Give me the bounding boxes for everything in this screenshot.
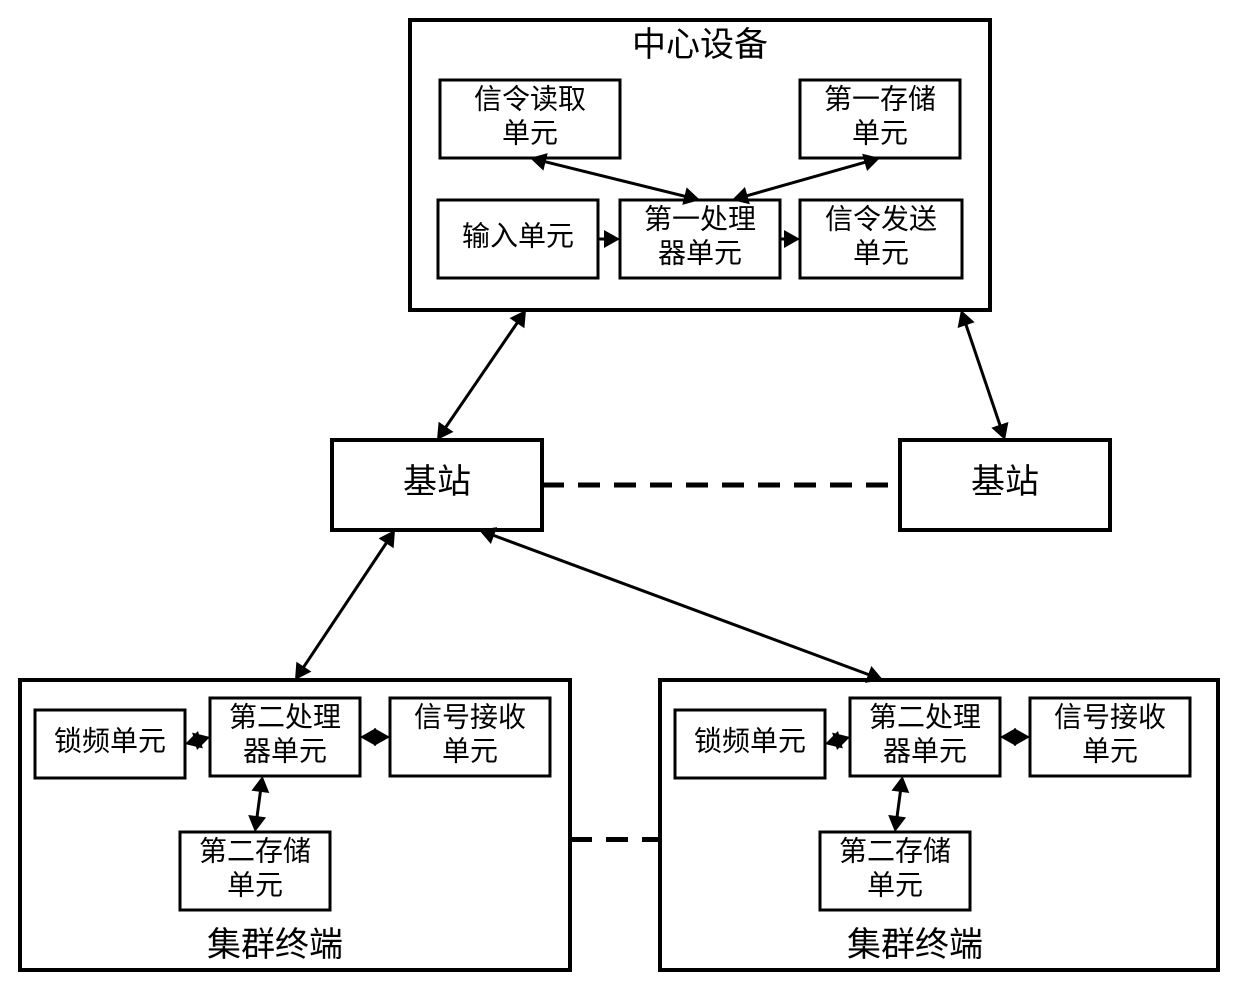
central-unit-proc1-label: 第一处理	[644, 203, 756, 235]
central-unit-sig_send-label: 单元	[853, 237, 909, 269]
terminal-left-unit-lock-label: 锁频单元	[54, 725, 166, 757]
arrow-head	[295, 662, 311, 680]
terminal-left-unit-proc2-label: 器单元	[243, 735, 327, 767]
terminal-left-unit-sig_rx-label: 信号接收	[414, 701, 526, 733]
diagram-canvas: 中心设备信令读取单元第一存储单元输入单元第一处理器单元信令发送单元基站基站锁频单…	[0, 0, 1240, 987]
connector	[301, 539, 389, 670]
arrow-head	[379, 530, 395, 548]
terminal-left-unit-store2-label: 单元	[227, 869, 283, 901]
connector	[490, 534, 873, 676]
central-unit-store1-label: 单元	[852, 117, 908, 149]
central-unit-sig_read-label: 信令读取	[474, 83, 586, 115]
terminal-left-unit-store2-label: 第二存储	[199, 835, 311, 867]
terminal-right-title: 集群终端	[847, 926, 983, 964]
terminal-right-unit-sig_rx-label: 信号接收	[1054, 701, 1166, 733]
terminal-left-unit-sig_rx-label: 单元	[442, 735, 498, 767]
terminal-right-unit-sig_rx-label: 单元	[1082, 735, 1138, 767]
central-unit-input-label: 输入单元	[462, 220, 574, 252]
central-unit-sig_read-label: 单元	[502, 117, 558, 149]
terminal-left-unit-proc2-label: 第二处理	[229, 701, 341, 733]
terminal-right-unit-store2-label: 第二存储	[839, 835, 951, 867]
central-unit-sig_send-label: 信令发送	[825, 203, 937, 235]
central-unit-proc1-label: 器单元	[658, 237, 742, 269]
terminal-right-unit-store2-label: 单元	[867, 869, 923, 901]
connector	[443, 319, 519, 431]
central-unit-store1-label: 第一存储	[824, 83, 936, 115]
terminal-right-unit-proc2-label: 器单元	[883, 735, 967, 767]
base-station-right-label: 基站	[971, 463, 1039, 501]
arrow-head	[437, 422, 453, 440]
terminal-left-title: 集群终端	[207, 926, 343, 964]
connector	[965, 321, 1002, 430]
base-station-left-label: 基站	[403, 463, 471, 501]
central-device-title: 中心设备	[632, 26, 768, 64]
terminal-right-unit-proc2-label: 第二处理	[869, 701, 981, 733]
arrow-head	[510, 310, 526, 328]
terminal-right-unit-lock-label: 锁频单元	[694, 725, 806, 757]
